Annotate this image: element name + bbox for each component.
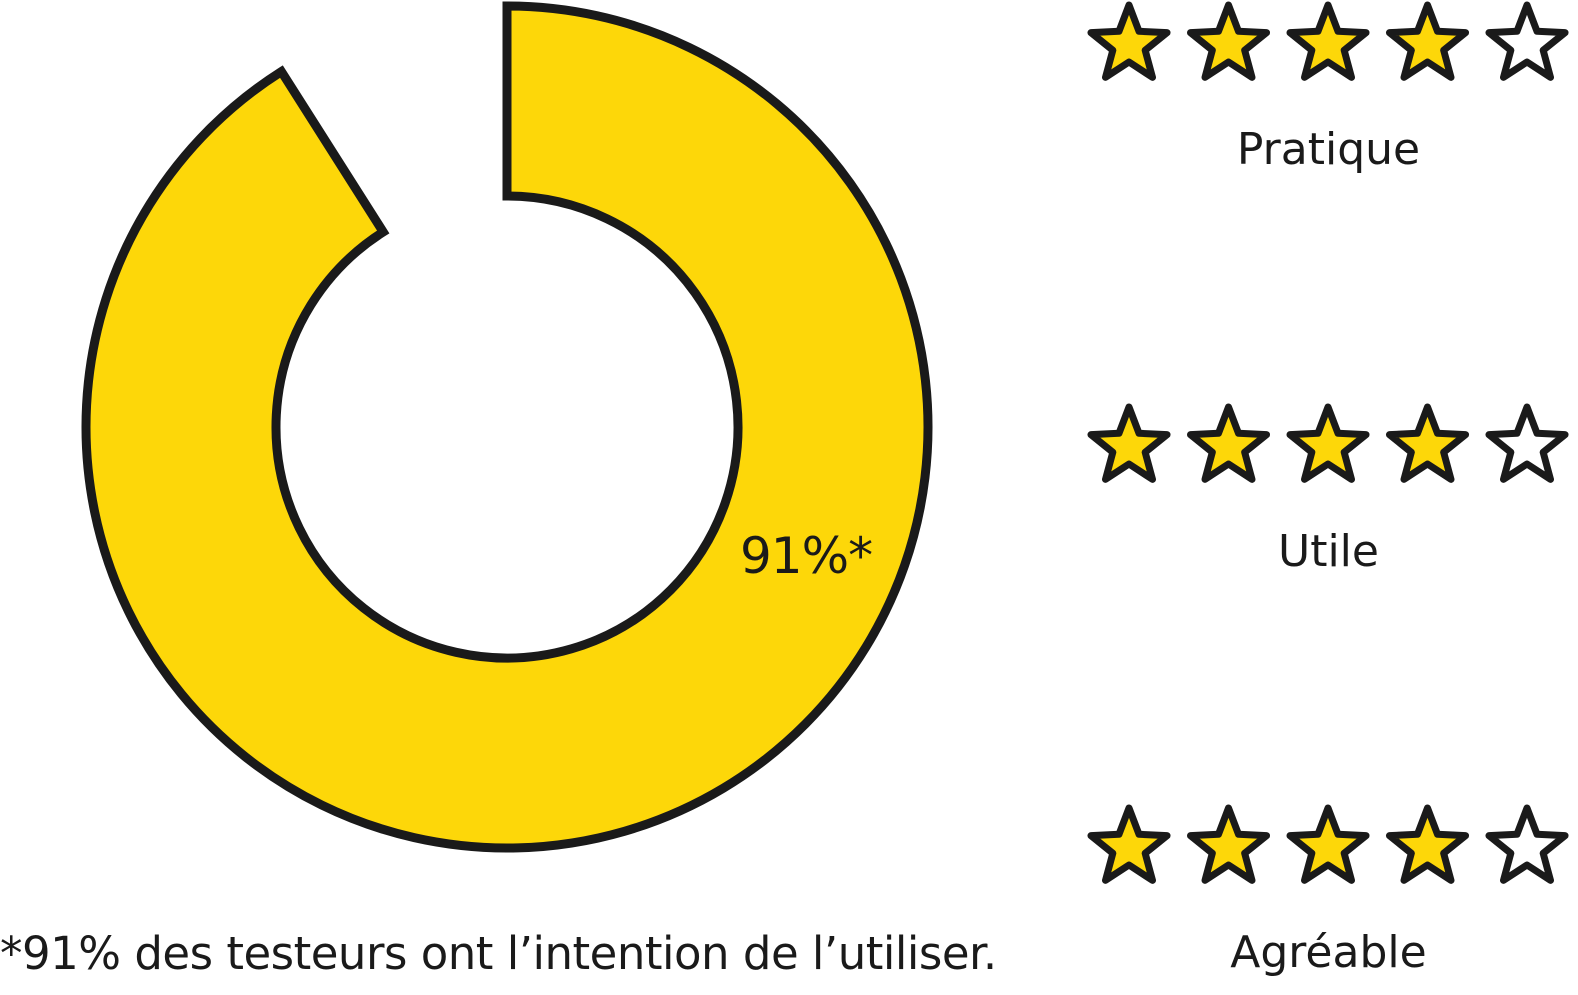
star-rating [1087, 1, 1569, 81]
star-filled-icon [1186, 804, 1271, 884]
rating-agreable: Agréable [1079, 803, 1578, 983]
star-filled-icon [1286, 804, 1370, 884]
star-filled-icon [1087, 804, 1171, 884]
star-empty-icon [1485, 403, 1569, 483]
footnote: *91% des testeurs ont l’intention de l’u… [0, 927, 997, 980]
star-filled-icon [1286, 1, 1370, 81]
star-filled-icon [1186, 403, 1271, 483]
star-filled-icon [1087, 403, 1171, 483]
rating-label: Utile [1278, 526, 1379, 577]
star-filled-icon [1087, 1, 1171, 81]
rating-label: Agréable [1230, 927, 1427, 978]
donut-value-label: 91%* [740, 527, 873, 585]
donut-filled-segment [81, 1, 933, 853]
star-filled-icon [1186, 1, 1271, 81]
donut-chart [81, 1, 933, 853]
star-empty-icon [1485, 804, 1569, 884]
star-filled-icon [1385, 804, 1470, 884]
star-filled-icon [1286, 403, 1370, 483]
rating-label: Pratique [1236, 124, 1421, 175]
star-filled-icon [1385, 403, 1470, 483]
star-rating [1087, 403, 1569, 483]
star-empty-icon [1485, 1, 1569, 81]
star-filled-icon [1385, 1, 1470, 81]
rating-utile: Utile [1079, 402, 1578, 582]
rating-pratique: Pratique [1079, 0, 1578, 180]
star-rating [1087, 804, 1569, 884]
